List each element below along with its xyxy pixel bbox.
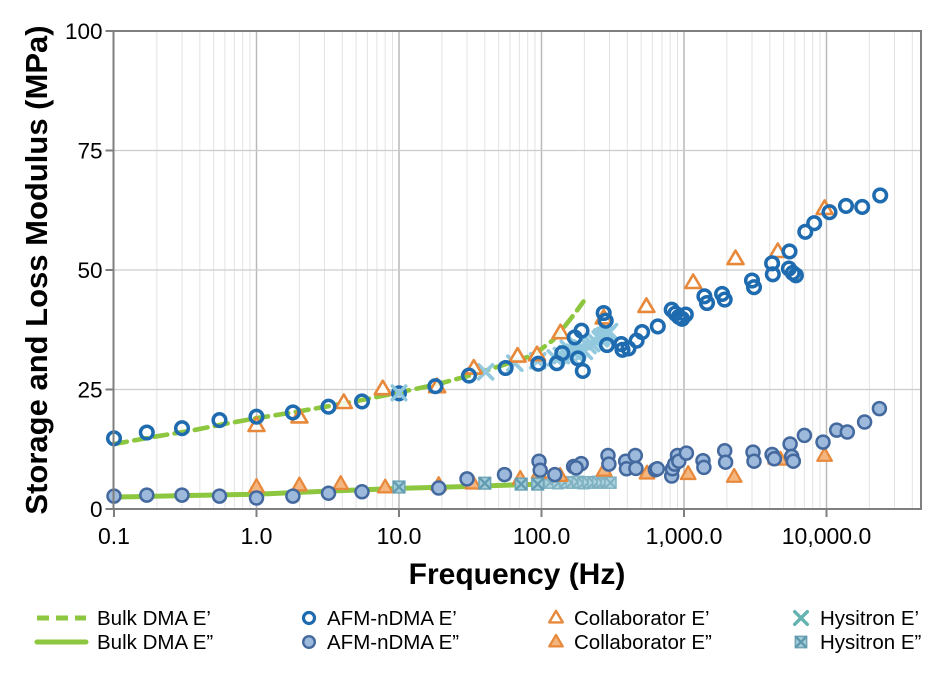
svg-text:10.0: 10.0 [377, 523, 422, 549]
svg-text:10,000.0: 10,000.0 [782, 523, 872, 549]
svg-text:1.0: 1.0 [241, 523, 273, 549]
svg-text:Collaborator E’: Collaborator E’ [574, 607, 710, 630]
svg-text:25: 25 [77, 378, 102, 403]
svg-text:Frequency (Hz): Frequency (Hz) [409, 558, 626, 591]
svg-text:100.0: 100.0 [513, 523, 571, 549]
svg-text:Bulk DMA E”: Bulk DMA E” [97, 631, 213, 654]
svg-text:50: 50 [77, 258, 102, 283]
svg-text:Storage and Loss Modulus (MPa): Storage and Loss Modulus (MPa) [19, 25, 54, 514]
svg-text:75: 75 [77, 139, 102, 164]
svg-text:1,000.0: 1,000.0 [646, 523, 723, 549]
svg-text:Hysitron E”: Hysitron E” [820, 631, 922, 654]
svg-text:100: 100 [65, 19, 103, 44]
svg-text:AFM-nDMA E’: AFM-nDMA E’ [327, 607, 457, 630]
svg-text:0: 0 [90, 497, 103, 522]
svg-text:0.1: 0.1 [98, 523, 130, 549]
svg-text:Bulk DMA E’: Bulk DMA E’ [97, 607, 211, 630]
svg-text:Hysitron E’: Hysitron E’ [820, 607, 919, 630]
svg-text:AFM-nDMA E”: AFM-nDMA E” [327, 631, 459, 654]
svg-text:Collaborator E”: Collaborator E” [574, 631, 712, 654]
